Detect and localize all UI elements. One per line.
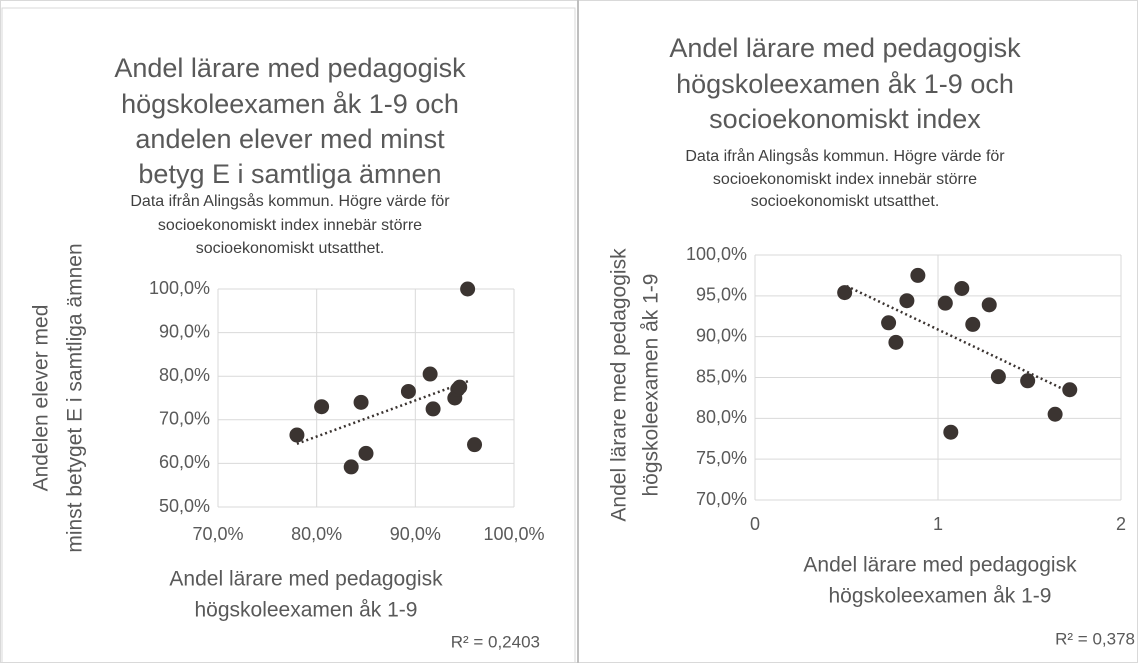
point	[460, 281, 476, 297]
point	[353, 394, 369, 410]
point	[981, 297, 997, 313]
x-tick-label: 70,0%	[192, 524, 243, 544]
x-axis-label: högskoleexamen åk 1-9	[195, 599, 418, 622]
y-tick-label: 75,0%	[696, 448, 747, 468]
y-tick-label: 80,0%	[159, 365, 210, 385]
point	[888, 334, 904, 350]
chart-subtitle: socioekonomiskt index innebär större	[713, 171, 977, 188]
point	[990, 369, 1006, 385]
y-axis-label: Andel lärare med pedagogisk	[608, 248, 631, 522]
point	[965, 316, 981, 332]
chart-title: socioekonomiskt index	[709, 104, 981, 134]
y-tick-label: 70,0%	[696, 489, 747, 509]
point	[1062, 382, 1078, 398]
y-tick-label: 70,0%	[159, 409, 210, 429]
y-tick-label: 100,0%	[149, 278, 210, 298]
point	[881, 315, 897, 331]
x-axis-label: Andel lärare med pedagogisk	[169, 568, 443, 591]
chart-title: betyg E i samtliga ämnen	[138, 159, 441, 189]
x-tick-label: 100,0%	[483, 524, 544, 544]
x-tick-label: 0	[750, 514, 760, 534]
point	[467, 437, 483, 453]
y-axis-label: minst betyget E i samtliga ämnen	[64, 243, 87, 552]
y-tick-label: 100,0%	[686, 244, 747, 264]
y-tick-label: 80,0%	[696, 407, 747, 427]
chart-title: högskoleexamen åk 1-9 och	[676, 69, 1014, 99]
x-tick-label: 1	[933, 514, 943, 534]
y-axis-label: Andelen elever med	[30, 305, 53, 492]
point	[425, 401, 441, 417]
point	[943, 424, 959, 440]
x-tick-label: 90,0%	[390, 524, 441, 544]
point	[452, 379, 468, 395]
chart-subtitle: Data ifrån Alingsås kommun. Högre värde …	[685, 147, 1005, 165]
y-tick-label: 85,0%	[696, 366, 747, 386]
point	[937, 295, 953, 311]
point	[899, 293, 915, 309]
point	[314, 399, 330, 415]
point	[837, 285, 853, 301]
chart-subtitle: socioekonomiskt utsatthet.	[751, 193, 940, 210]
chart-title: Andel lärare med pedagogisk	[669, 33, 1021, 63]
y-tick-label: 50,0%	[159, 496, 210, 516]
r-squared: R² = 0,378	[1055, 629, 1135, 648]
point	[910, 267, 926, 283]
x-tick-label: 80,0%	[291, 524, 342, 544]
x-axis-label: Andel lärare med pedagogisk	[803, 554, 1077, 577]
y-tick-label: 95,0%	[696, 285, 747, 305]
point	[422, 366, 438, 382]
point	[400, 383, 416, 399]
chart-subtitle: socioekonomiskt index innebär större	[158, 217, 422, 234]
point	[343, 459, 359, 475]
point	[289, 427, 305, 443]
left-panel	[1, 7, 576, 663]
chart-title: andelen elever med minst	[135, 124, 445, 154]
y-tick-label: 90,0%	[696, 325, 747, 345]
r-squared: R² = 0,2403	[451, 632, 540, 651]
chart-subtitle: Data ifrån Alingsås kommun. Högre värde …	[130, 192, 450, 210]
y-tick-label: 90,0%	[159, 321, 210, 341]
x-axis-label: högskoleexamen åk 1-9	[829, 585, 1052, 608]
trendline	[296, 379, 471, 445]
chart-title: högskoleexamen åk 1-9 och	[121, 89, 459, 119]
chart-title: Andel lärare med pedagogisk	[114, 53, 466, 83]
point	[358, 445, 374, 461]
y-tick-label: 60,0%	[159, 452, 210, 472]
point	[1020, 373, 1036, 389]
y-axis-label: högskoleexamen åk 1-9	[640, 274, 663, 497]
x-tick-label: 2	[1116, 514, 1126, 534]
chart-subtitle: socioekonomiskt utsatthet.	[196, 240, 385, 257]
point	[1047, 406, 1063, 422]
point	[954, 280, 970, 296]
trendline	[845, 284, 1071, 394]
